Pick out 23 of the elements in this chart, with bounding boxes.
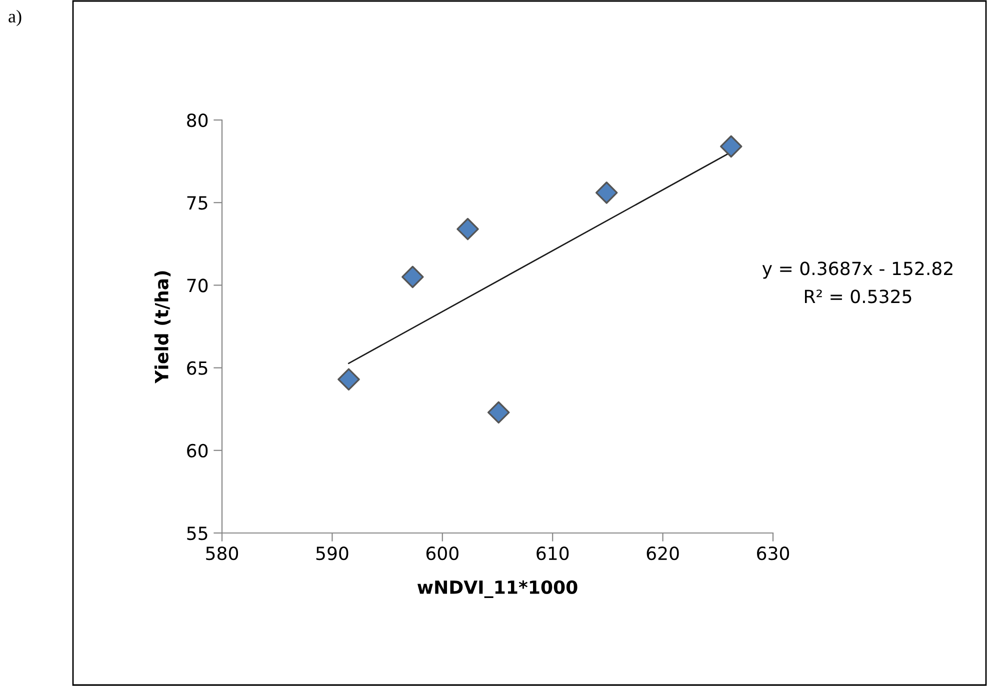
annotation: y = 0.3687x - 152.82 <box>762 262 952 279</box>
point <box>720 135 742 158</box>
text: R² = 0.5325 <box>804 290 912 304</box>
x-tick-label: 600 <box>426 546 458 560</box>
point <box>402 266 424 288</box>
x-tick-label: 620 <box>646 546 679 560</box>
y-tick-label: 75 <box>187 196 208 210</box>
y-tick-label: 70 <box>187 278 208 292</box>
x-tick-label: 590 <box>316 546 348 560</box>
x-axis-title: wNDVI_11*1000 <box>417 580 578 598</box>
x-tick-label: 580 <box>206 546 238 560</box>
y-tick-label: 55 <box>187 526 208 540</box>
point <box>338 368 360 390</box>
y-tick-label: 65 <box>187 361 208 375</box>
x-tick-label: 610 <box>536 546 569 560</box>
text: a) <box>8 10 22 26</box>
x-tick-label: 630 <box>757 546 790 560</box>
y-tick-label: 80 <box>187 113 208 128</box>
y-axis-title: Yield (t/ha) <box>154 271 171 384</box>
point <box>487 401 510 424</box>
point <box>595 182 618 204</box>
point <box>456 218 479 240</box>
y-tick-label: 60 <box>187 444 208 458</box>
